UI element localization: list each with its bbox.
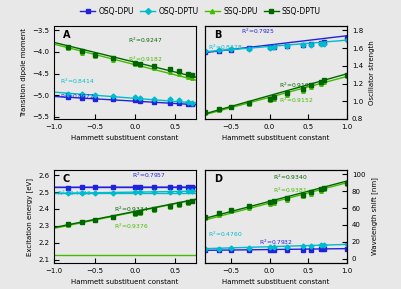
Y-axis label: Oscillator strength: Oscillator strength (369, 40, 375, 105)
Text: R$^2$=0.8328: R$^2$=0.8328 (208, 43, 243, 52)
Text: A: A (63, 30, 70, 40)
Y-axis label: Excitation energy [eV]: Excitation energy [eV] (26, 177, 32, 255)
Text: R$^2$=0.9247: R$^2$=0.9247 (128, 36, 162, 45)
Text: R$^2$=0.4760: R$^2$=0.4760 (208, 230, 243, 239)
Text: B: B (214, 30, 221, 40)
X-axis label: Hammett substituent constant: Hammett substituent constant (223, 279, 330, 286)
Text: R$^2$=0.9152: R$^2$=0.9152 (279, 96, 314, 105)
Text: R$^2$=0.7925: R$^2$=0.7925 (241, 26, 275, 36)
Text: R$^2$=0.9381: R$^2$=0.9381 (273, 186, 308, 195)
Text: R$^2$=0.7932: R$^2$=0.7932 (259, 237, 293, 247)
Text: R$^2$=0.9182: R$^2$=0.9182 (128, 54, 162, 64)
Text: R$^2$=0.8414: R$^2$=0.8414 (60, 77, 94, 86)
Text: D: D (214, 174, 222, 184)
Text: C: C (63, 174, 70, 184)
X-axis label: Hammett substituent constant: Hammett substituent constant (223, 135, 330, 141)
Text: R$^2$=0.9340: R$^2$=0.9340 (273, 172, 308, 181)
X-axis label: Hammett substituent constant: Hammett substituent constant (71, 135, 178, 141)
Text: R$^2$=0.9376: R$^2$=0.9376 (113, 221, 148, 231)
Y-axis label: Transition dipole moment: Transition dipole moment (21, 28, 27, 117)
Text: R$^2$=0.7957: R$^2$=0.7957 (132, 171, 166, 180)
Text: R$^2$=0.9334: R$^2$=0.9334 (113, 205, 148, 214)
Y-axis label: Wavelength shift [nm]: Wavelength shift [nm] (371, 177, 377, 255)
X-axis label: Hammett substituent constant: Hammett substituent constant (71, 279, 178, 286)
Text: R$^2$=0.4742: R$^2$=0.4742 (57, 189, 91, 198)
Legend: OSQ-DPU, OSQ-DPTU, SSQ-DPU, SSQ-DPTU: OSQ-DPU, OSQ-DPTU, SSQ-DPU, SSQ-DPTU (77, 4, 324, 19)
Text: R$^2$=0.9197: R$^2$=0.9197 (279, 81, 314, 90)
Text: R$^2$=0.8072: R$^2$=0.8072 (60, 91, 94, 101)
